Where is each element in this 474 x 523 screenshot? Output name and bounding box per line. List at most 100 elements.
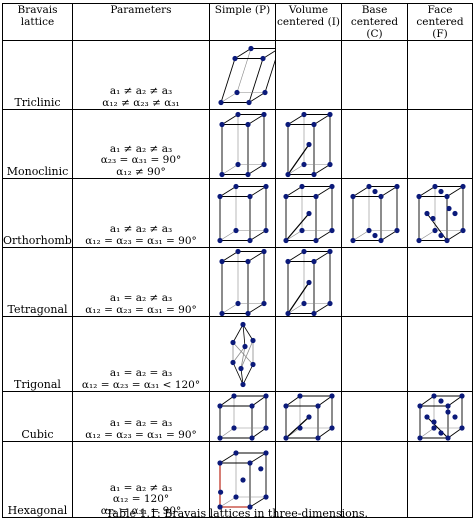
lattice-atom [315,435,321,441]
lattice-cell-I [275,178,342,248]
lattice-cell-F [407,316,473,392]
lattice-atom [283,435,289,441]
parameter-line: a₁ ≠ a₂ ≠ a₃ [109,142,173,155]
table-row: Trigonal a₁ = a₂ = a₃ α₁₂ = α₂₃ = α₃₁ < 12… [2,316,473,392]
lattice-atom [366,183,372,190]
lattice-name: Triclinic [2,40,73,110]
table-caption: Table 1.1: Bravais lattices in three-dim… [105,507,369,520]
parameter-line: α₂₃ = α₃₁ = 90° [100,154,182,166]
lattice-cell-C [341,316,408,392]
lattice-edge [262,50,275,59]
lattice-diagram [230,321,256,388]
lattice-edge [251,395,267,407]
lattice-atom [445,403,451,409]
lattice-atom [394,227,400,234]
lattice-cell-I [275,40,342,110]
lattice-atom [416,193,422,200]
lattice-cell-I [275,109,342,179]
lattice-edge [242,324,246,347]
lattice-edge [220,58,236,103]
lattice-atom [329,183,335,190]
lattice-edge [234,48,252,59]
lattice-edge [380,230,398,241]
header-lattice-line1: Bravais [17,4,58,17]
lattice-atom [424,414,430,420]
lattice-atom [235,248,241,255]
lattice-diagram [416,183,466,244]
lattice-atom [240,321,246,328]
face-link [426,416,449,439]
lattice-name: Hexagonal [2,441,73,518]
lattice-edge [287,251,305,262]
header-base-line2: centered (C) [350,16,399,40]
lattice-atom [262,89,268,96]
lattice-atom [250,361,256,368]
lattice-name: Orthorhombic [2,178,73,248]
lattice-atom [245,258,251,265]
lattice-atom [350,193,356,200]
lattice-atom [283,237,289,244]
lattice-atom [263,425,269,431]
lattice-parameters: a₁ ≠ a₂ ≠ a₃ α₁₂ ≠ α₂₃ ≠ α₃₁ [72,40,210,110]
lattice-edge [232,324,244,343]
lattice-atom [438,430,444,436]
lattice-cell-I [275,316,342,392]
lattice-atom [250,337,256,344]
lattice-atom [459,425,465,431]
lattice-diagram [218,45,275,106]
lattice-edge [313,114,331,125]
lattice-edge [220,92,238,103]
lattice-edge [264,61,275,93]
lattice-atom [218,99,224,106]
lattice-diagram [285,111,333,178]
lattice-cell-P [209,391,276,442]
parameter-line: a₁ ≠ a₂ ≠ a₃ [109,223,173,235]
lattice-atom [438,232,444,239]
lattice-cell-I [275,391,342,442]
lattice-cell-C [341,40,408,110]
lattice-atom [438,398,444,404]
header-volume-line1: Volume [288,4,329,17]
lattice-atom [431,425,437,431]
lattice-atom [297,393,303,399]
lattice-diagram [219,248,267,316]
header-lattice: Bravais lattice [2,3,73,41]
header-parameters-label: Parameters [110,4,172,17]
lattice-parameters: a₁ = a₂ ≠ a₃ α₁₂ = α₂₃ = α₃₁ = 90° [72,247,210,317]
lattice-atom [285,258,291,265]
lattice-atom [329,227,335,234]
lattice-atom [444,237,450,244]
table-row: Tetragonal a₁ = a₂ ≠ a₃ α₁₂ = α₂₃ = α₃₁ = … [2,247,473,317]
lattice-atom [263,494,269,500]
lattice-diagram [283,183,335,244]
lattice-atom [234,89,240,96]
lattice-edge [232,342,254,365]
lattice-atom [235,161,241,168]
lattice-atom [327,111,333,118]
lattice-atom [283,193,289,200]
lattice-diagram [417,393,465,441]
lattice-atom [285,121,291,128]
lattice-cell-C [341,109,408,179]
lattice-atom [261,111,267,118]
bravais-lattice-table: Bravais lattice Parameters Simple (P) Vo… [2,3,473,518]
lattice-edge [287,303,305,314]
lattice-atom [235,111,241,118]
lattice-atom [232,55,238,62]
lattice-diagram [217,183,269,244]
lattice-cell-C [341,391,408,442]
lattice-atom [460,227,466,234]
lattice-atom [247,504,253,510]
lattice-parameters: a₁ ≠ a₂ ≠ a₃ α₂₃ = α₃₁ = 90° α₁₂ ≠ 90° [72,109,210,179]
lattice-atom [247,193,253,200]
lattice-atom [460,183,466,190]
lattice-atom [378,193,384,200]
lattice-diagram [217,450,269,510]
lattice-atom [260,55,266,62]
lattice-atom [219,258,225,265]
lattice-parameters: a₁ = a₂ ≠ a₃ α₁₂ = 120° α₂₃ = α₃₁ = 90° [72,441,210,518]
lattice-atom [366,227,372,234]
lattice-name: Monoclinic [2,109,73,179]
parameter-line: α₁₂ = α₂₃ = α₃₁ = 90° [85,428,197,441]
lattice-atom [446,205,452,212]
